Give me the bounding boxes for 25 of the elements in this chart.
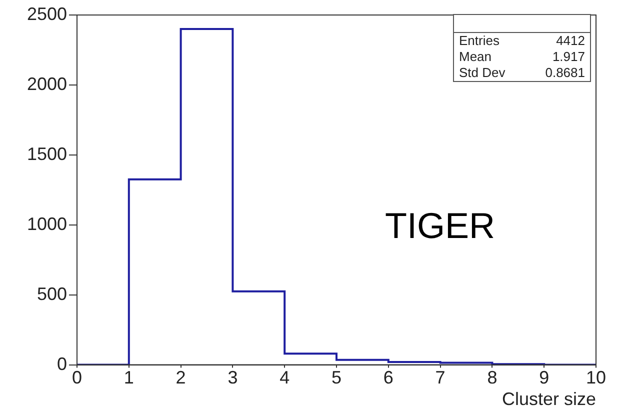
annotation: 4412	[556, 33, 585, 49]
y-tick-label: 1000	[26, 214, 67, 234]
x-tick-label: 0	[72, 368, 82, 388]
annotation: Std Dev	[459, 65, 506, 81]
x-tick-label: 5	[331, 368, 342, 388]
annotation: 0.8681	[545, 65, 585, 81]
x-tick-label: 7	[435, 368, 446, 388]
y-tick-label: 1500	[26, 144, 67, 164]
x-tick-label: 1	[124, 368, 134, 388]
x-tick-label: 10	[586, 368, 606, 388]
annotation: TIGER	[385, 205, 496, 247]
x-tick-label: 3	[228, 368, 238, 388]
y-tick-label: 500	[36, 284, 67, 304]
annotation: 1.917	[552, 49, 585, 65]
annotation: Entries	[459, 33, 500, 49]
annotation: Mean	[459, 49, 492, 65]
x-tick-label: 4	[280, 368, 290, 388]
x-tick-label: 8	[487, 368, 498, 388]
y-tick-label: 2500	[26, 4, 67, 24]
x-tick-label: 2	[176, 368, 186, 388]
y-tick-label: 0	[56, 354, 67, 374]
y-tick-label: 2000	[26, 74, 67, 94]
x-tick-label: 6	[383, 368, 394, 388]
x-axis-title: Cluster size	[502, 389, 596, 410]
x-tick-label: 9	[539, 368, 550, 388]
